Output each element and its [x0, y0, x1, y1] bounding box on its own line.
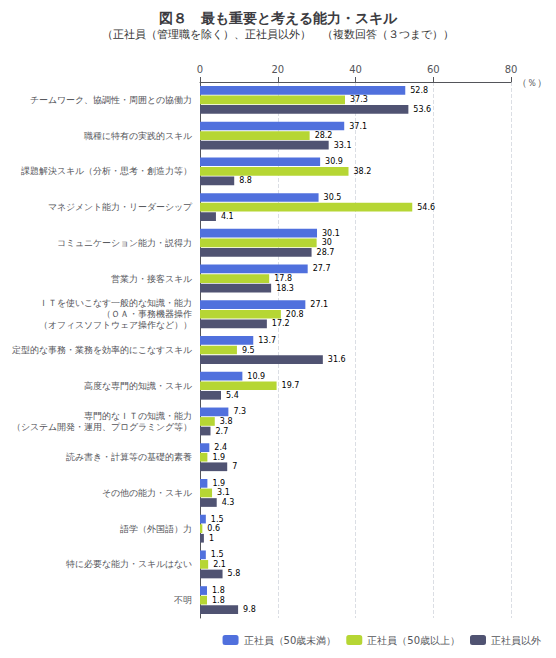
svg-text:17.2: 17.2 — [272, 319, 290, 328]
svg-text:0: 0 — [197, 64, 203, 75]
svg-text:3.1: 3.1 — [217, 488, 230, 497]
svg-text:4.3: 4.3 — [222, 498, 235, 507]
svg-text:営業力・接客スキル: 営業力・接客スキル — [111, 274, 192, 284]
svg-text:不明: 不明 — [174, 595, 192, 605]
svg-text:60: 60 — [427, 64, 440, 75]
svg-text:読み書き・計算等の基礎的素養: 読み書き・計算等の基礎的素養 — [66, 452, 192, 462]
svg-text:9.8: 9.8 — [243, 605, 256, 614]
svg-text:その他の能力・スキル: その他の能力・スキル — [102, 488, 192, 498]
svg-text:2.7: 2.7 — [215, 427, 228, 436]
svg-text:20: 20 — [271, 64, 284, 75]
svg-text:1.8: 1.8 — [212, 596, 225, 605]
svg-text:課題解決スキル（分析・思考・創造力等）: 課題解決スキル（分析・思考・創造力等） — [21, 166, 192, 176]
svg-text:28.7: 28.7 — [317, 248, 335, 257]
svg-text:1: 1 — [209, 534, 214, 543]
svg-text:13.7: 13.7 — [258, 336, 276, 345]
svg-text:30.5: 30.5 — [324, 193, 342, 202]
svg-text:38.2: 38.2 — [354, 167, 372, 176]
svg-text:27.7: 27.7 — [313, 264, 331, 273]
svg-text:54.6: 54.6 — [417, 203, 435, 212]
svg-text:80: 80 — [505, 64, 518, 75]
svg-text:（正社員（管理職を除く）、正社員以外） （複数回答（３つまで: （正社員（管理職を除く）、正社員以外） （複数回答（３つまで）） — [102, 28, 454, 41]
svg-text:3.8: 3.8 — [220, 417, 233, 426]
svg-text:27.1: 27.1 — [310, 300, 328, 309]
svg-text:コミュニケーション能力・説得力: コミュニケーション能力・説得力 — [57, 238, 192, 248]
svg-text:30.1: 30.1 — [322, 229, 340, 238]
svg-text:ＩＴを使いこなす一般的な知識・能力: ＩＴを使いこなす一般的な知識・能力 — [39, 298, 192, 308]
svg-text:1.5: 1.5 — [211, 550, 224, 559]
svg-text:（％）: （％） — [517, 77, 547, 88]
svg-text:4.1: 4.1 — [221, 212, 234, 221]
svg-text:33.1: 33.1 — [334, 141, 352, 150]
svg-text:（オフィスソフトウェア操作など））: （オフィスソフトウェア操作など）） — [39, 320, 192, 330]
svg-text:特に必要な能力・スキルはない: 特に必要な能力・スキルはない — [66, 559, 192, 569]
svg-text:19.7: 19.7 — [282, 381, 300, 390]
svg-text:チームワーク、協調性・周囲との協働力: チームワーク、協調性・周囲との協働力 — [30, 95, 192, 105]
svg-text:正社員（50歳未満）: 正社員（50歳未満） — [244, 635, 337, 646]
svg-text:語学（外国語）力: 語学（外国語）力 — [120, 524, 192, 534]
svg-text:2.1: 2.1 — [213, 560, 226, 569]
svg-text:2.4: 2.4 — [214, 443, 227, 452]
svg-text:7: 7 — [232, 462, 237, 471]
svg-text:5.4: 5.4 — [226, 391, 239, 400]
svg-text:定型的な事務・業務を効率的にこなすスキル: 定型的な事務・業務を効率的にこなすスキル — [12, 345, 192, 355]
svg-text:17.8: 17.8 — [274, 274, 292, 283]
svg-text:正社員（50歳以上）: 正社員（50歳以上） — [367, 635, 460, 646]
svg-text:53.6: 53.6 — [413, 105, 431, 114]
svg-text:52.8: 52.8 — [410, 86, 428, 95]
svg-text:1.9: 1.9 — [212, 479, 225, 488]
svg-text:（システム開発・運用、プログラミング等）: （システム開発・運用、プログラミング等） — [12, 422, 192, 432]
svg-text:8.8: 8.8 — [239, 176, 252, 185]
svg-text:37.3: 37.3 — [350, 95, 368, 104]
svg-text:マネジメント能力・リーダーシップ: マネジメント能力・リーダーシップ — [48, 202, 193, 212]
svg-text:18.3: 18.3 — [276, 284, 294, 293]
svg-text:0.6: 0.6 — [207, 524, 220, 533]
svg-text:30: 30 — [322, 238, 332, 247]
svg-text:図８ 最も重要と考える能力・スキル: 図８ 最も重要と考える能力・スキル — [159, 10, 398, 26]
svg-text:1.9: 1.9 — [212, 453, 225, 462]
svg-text:28.2: 28.2 — [315, 131, 333, 140]
svg-text:40: 40 — [349, 64, 362, 75]
svg-text:（ＯＡ・事務機器操作: （ＯＡ・事務機器操作 — [102, 309, 192, 319]
svg-text:正社員以外: 正社員以外 — [491, 635, 541, 646]
svg-text:5.8: 5.8 — [228, 569, 241, 578]
svg-text:1.5: 1.5 — [211, 515, 224, 524]
svg-text:専門的なＩＴの知識・能力: 専門的なＩＴの知識・能力 — [84, 411, 192, 421]
svg-text:20.8: 20.8 — [286, 310, 304, 319]
svg-text:7.3: 7.3 — [233, 407, 246, 416]
svg-text:31.6: 31.6 — [328, 355, 346, 364]
svg-text:30.9: 30.9 — [325, 157, 343, 166]
svg-text:職種に特有の実践的スキル: 職種に特有の実践的スキル — [84, 131, 192, 141]
svg-text:37.1: 37.1 — [349, 122, 367, 131]
svg-text:10.9: 10.9 — [247, 372, 265, 381]
svg-text:高度な専門的知識・スキル: 高度な専門的知識・スキル — [84, 381, 192, 391]
svg-text:9.5: 9.5 — [242, 346, 255, 355]
svg-text:1.8: 1.8 — [212, 586, 225, 595]
